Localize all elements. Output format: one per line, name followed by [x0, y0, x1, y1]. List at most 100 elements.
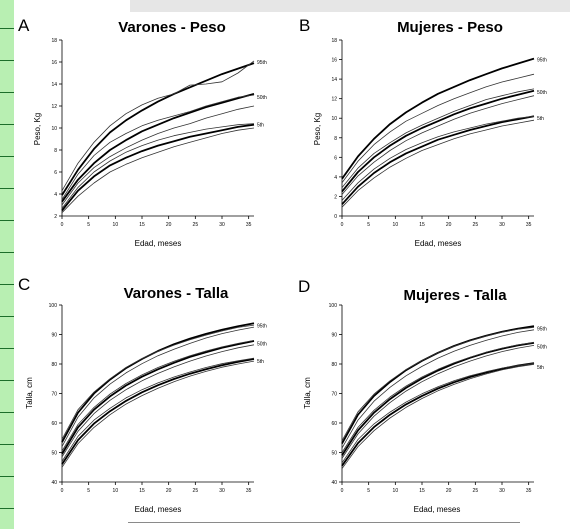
- x-tick-label-b-4: 20: [446, 222, 452, 228]
- percentile-labels-d: 95th 50th 5th: [537, 327, 547, 371]
- axes-b: [341, 40, 534, 217]
- x-tick-label-a-4: 20: [166, 222, 172, 228]
- percentile-label-a-1: 50th: [257, 95, 267, 101]
- y-tick-label-d-2: 60: [331, 421, 337, 427]
- y-tick-label-a-3: 8: [54, 148, 57, 154]
- series-line-a-2: [61, 93, 255, 203]
- panel-letter-d: D: [298, 277, 310, 296]
- y-tick-label-b-1: 2: [334, 194, 337, 200]
- percentile-label-c-0: 95th: [257, 324, 267, 330]
- x-tick-label-a-6: 30: [219, 222, 225, 228]
- series-line-a-6: [61, 123, 255, 209]
- percentile-label-d-0: 95th: [537, 327, 547, 333]
- series-line-c-1: [61, 324, 255, 440]
- x-tick-label-c-1: 5: [87, 488, 90, 494]
- axes-c: [61, 305, 254, 483]
- series-line-a-0: [61, 62, 255, 196]
- panel-letter-b: B: [299, 16, 310, 35]
- x-axis-label-c: Edad, meses: [135, 505, 182, 514]
- y-tick-label-d-4: 80: [331, 362, 337, 368]
- percentile-label-c-1: 50th: [257, 341, 267, 347]
- strip-tick-10: [0, 348, 14, 349]
- percentile-labels-a: 95th 50th 5th: [257, 60, 267, 129]
- series-line-d-0: [341, 325, 535, 445]
- series-line-a-4: [61, 105, 255, 206]
- panel-title-b: Mujeres - Peso: [397, 19, 503, 36]
- percentile-label-c-2: 5th: [257, 359, 264, 365]
- series-line-c-3: [61, 340, 255, 455]
- x-tick-label-d-6: 30: [499, 488, 505, 494]
- strip-tick-3: [0, 124, 14, 125]
- x-tick-label-a-5: 25: [193, 222, 199, 228]
- y-tick-label-c-4: 80: [51, 362, 57, 368]
- panel-title-c: Varones - Talla: [124, 285, 229, 302]
- x-tick-label-a-3: 15: [139, 222, 145, 228]
- panel-title-d: Mujeres - Talla: [403, 287, 507, 304]
- y-tick-label-c-5: 90: [51, 333, 57, 339]
- series-line-a-5: [61, 123, 255, 212]
- series-line-a-3: [61, 94, 255, 200]
- strip-tick-0: [0, 28, 14, 29]
- x-tick-label-c-2: 10: [113, 488, 119, 494]
- y-tick-label-c-3: 70: [51, 392, 57, 398]
- x-tick-label-c-5: 25: [193, 488, 199, 494]
- strip-tick-4: [0, 156, 14, 157]
- panel-a: A Varones - Peso Edad, meses Peso, Kg 0 5…: [18, 16, 267, 248]
- series-line-b-6: [341, 115, 535, 201]
- strip-tick-14: [0, 476, 14, 477]
- x-tick-label-a-1: 5: [87, 222, 90, 228]
- series-line-d-1: [341, 327, 535, 441]
- percentile-label-d-2: 5th: [537, 365, 544, 371]
- series-d: [341, 325, 535, 469]
- top-gray-band: [130, 0, 570, 12]
- x-axis-label-d: Edad, meses: [414, 505, 461, 514]
- percentile-label-b-1: 50th: [537, 90, 547, 96]
- y-tick-label-b-9: 18: [331, 38, 337, 44]
- x-tick-label-c-6: 30: [219, 488, 225, 494]
- series-line-b-7: [341, 119, 535, 208]
- y-tick-label-b-6: 12: [331, 97, 337, 103]
- y-tick-label-b-5: 10: [331, 116, 337, 122]
- series-line-d-5: [341, 345, 535, 459]
- series-b: [341, 57, 535, 208]
- panel-letter-a: A: [18, 16, 30, 35]
- x-axis-label-b: Edad, meses: [415, 239, 462, 248]
- panel-title-a: Varones - Peso: [118, 19, 226, 36]
- y-axis-label-a: Peso, Kg: [33, 113, 42, 145]
- percentile-labels-c: 95th 50th 5th: [257, 324, 267, 365]
- x-tick-label-d-5: 25: [473, 488, 479, 494]
- y-axis-label-b: Peso, Kg: [313, 113, 322, 145]
- x-tick-label-c-4: 20: [166, 488, 172, 494]
- x-tick-label-d-3: 15: [419, 488, 425, 494]
- strip-tick-2: [0, 92, 14, 93]
- y-tick-label-b-8: 16: [331, 58, 337, 64]
- y-tick-label-c-0: 40: [51, 480, 57, 486]
- series-line-d-6: [341, 362, 535, 467]
- series-line-d-2: [341, 329, 535, 449]
- series-line-b-4: [341, 95, 535, 195]
- y-tick-label-c-2: 60: [51, 421, 57, 427]
- strip-tick-5: [0, 188, 14, 189]
- strip-tick-12: [0, 412, 14, 413]
- y-tick-label-d-5: 90: [331, 333, 337, 339]
- y-tick-label-b-3: 6: [334, 155, 337, 161]
- series-line-d-3: [341, 341, 535, 456]
- ticks-d: 0 5 10 15 20 25 30 35 40 50 60 70 80 90 100: [329, 303, 532, 494]
- series-line-c-8: [61, 360, 255, 468]
- strip-tick-8: [0, 284, 14, 285]
- percentile-label-b-0: 95th: [537, 58, 547, 64]
- x-tick-label-b-6: 30: [499, 222, 505, 228]
- x-tick-label-c-0: 0: [61, 488, 64, 494]
- y-tick-label-c-1: 50: [51, 451, 57, 457]
- series-line-c-2: [61, 326, 255, 447]
- strip-tick-11: [0, 380, 14, 381]
- x-tick-label-d-4: 20: [446, 488, 452, 494]
- y-tick-label-a-7: 16: [51, 60, 57, 66]
- series-line-c-4: [61, 340, 255, 452]
- y-tick-label-a-6: 14: [51, 82, 57, 88]
- x-tick-label-c-7: 35: [246, 488, 252, 494]
- strip-tick-9: [0, 316, 14, 317]
- strip-tick-7: [0, 252, 14, 253]
- x-tick-label-a-2: 10: [113, 222, 119, 228]
